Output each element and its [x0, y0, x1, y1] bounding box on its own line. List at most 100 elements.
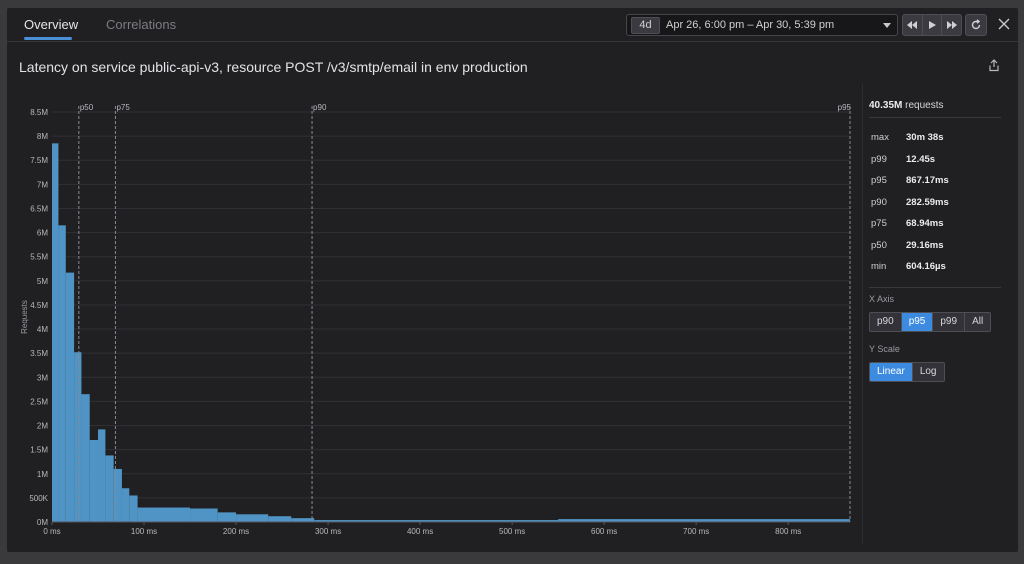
- playback-controls: [902, 14, 962, 36]
- y-tick-label: 1.5M: [30, 446, 48, 455]
- histogram-bar: [121, 488, 130, 522]
- percentile-marker-label: p75: [116, 103, 130, 112]
- y-tick-label: 8M: [37, 132, 48, 141]
- y-tick-label: 1M: [37, 470, 48, 479]
- y-tick-label: 6.5M: [30, 204, 48, 213]
- latency-modal: Overview Correlations 4d Apr 26, 6:00 pm…: [7, 8, 1018, 552]
- x-axis-selector: p90 p95 p99 All: [869, 312, 992, 332]
- stats-sidebar: 40.35M requests max 30m 38s p99 12.45s p…: [862, 84, 1018, 544]
- total-requests-value: 40.35M: [869, 100, 903, 111]
- x-tick-label: 800 ms: [775, 527, 801, 536]
- stat-value-max: 30m 38s: [906, 132, 944, 143]
- chevron-down-icon: [883, 23, 891, 28]
- histogram-bar: [65, 272, 75, 522]
- total-requests: 40.35M requests: [869, 100, 944, 111]
- percentile-marker-label: p95: [838, 103, 852, 112]
- histogram-bar: [291, 518, 315, 522]
- stat-label-p90: p90: [871, 197, 887, 208]
- histogram-bar: [58, 225, 66, 522]
- y-tick-label: 3.5M: [30, 349, 48, 358]
- fast-forward-icon[interactable]: [942, 15, 961, 35]
- histogram-bar: [236, 514, 269, 522]
- y-scale-option-linear[interactable]: Linear: [870, 363, 913, 381]
- stat-value-p95: 867.17ms: [906, 175, 949, 186]
- y-tick-label: 7M: [37, 180, 48, 189]
- tab-correlations[interactable]: Correlations: [106, 17, 177, 32]
- histogram-bar: [217, 512, 237, 522]
- histogram-bar: [129, 495, 138, 522]
- histogram-bar: [137, 507, 191, 522]
- x-axis-option-p95[interactable]: p95: [901, 313, 934, 331]
- x-tick-label: 400 ms: [407, 527, 433, 536]
- histogram-bar: [52, 143, 59, 522]
- divider: [869, 117, 1001, 118]
- histogram-bar: [74, 352, 82, 522]
- stat-label-p75: p75: [871, 218, 887, 229]
- y-axis-label: Requests: [20, 300, 29, 334]
- duration-badge: 4d: [631, 17, 660, 34]
- y-tick-label: 2.5M: [30, 397, 48, 406]
- percentile-marker-label: p90: [313, 103, 327, 112]
- histogram-svg: p50 p75 p90 p95 0M 500K 1M 1.5M 2M 2.5M 3M 3.5M 4M 4…: [20, 103, 852, 536]
- export-icon[interactable]: [988, 59, 1002, 73]
- x-axis-option-p90[interactable]: p90: [870, 313, 902, 331]
- modal-header: Overview Correlations 4d Apr 26, 6:00 pm…: [7, 8, 1018, 42]
- x-tick-label: 500 ms: [499, 527, 525, 536]
- x-tick-label: 200 ms: [223, 527, 249, 536]
- y-tick-label: 0M: [37, 518, 48, 527]
- x-tick-label: 0 ms: [43, 527, 60, 536]
- y-tick-label: 2M: [37, 422, 48, 431]
- x-axis-section-label: X Axis: [869, 294, 895, 304]
- y-tick-label: 4.5M: [30, 301, 48, 310]
- y-scale-section-label: Y Scale: [869, 344, 900, 354]
- stat-value-min: 604.16µs: [906, 261, 946, 272]
- total-requests-label: requests: [905, 100, 944, 111]
- x-tick-label: 600 ms: [591, 527, 617, 536]
- stat-label-min: min: [871, 261, 887, 272]
- time-range-picker[interactable]: 4d Apr 26, 6:00 pm – Apr 30, 5:39 pm: [626, 14, 898, 36]
- active-tab-indicator: [24, 37, 72, 40]
- histogram-bar: [190, 508, 218, 522]
- divider: [869, 287, 1001, 288]
- histogram-bar: [558, 519, 850, 522]
- histogram-bar: [314, 520, 559, 522]
- stat-label-p99: p99: [871, 154, 887, 165]
- x-axis-option-p99[interactable]: p99: [933, 313, 966, 331]
- x-tick-label: 700 ms: [683, 527, 709, 536]
- stat-label-p50: p50: [871, 240, 887, 251]
- refresh-icon[interactable]: [965, 14, 987, 36]
- y-tick-label: 6M: [37, 229, 48, 238]
- tab-overview[interactable]: Overview: [24, 17, 79, 32]
- close-icon[interactable]: [996, 16, 1012, 32]
- y-tick-label: 7.5M: [30, 156, 48, 165]
- stat-label-max: max: [871, 132, 889, 143]
- histogram-bar: [105, 455, 114, 522]
- y-tick-label: 500K: [29, 494, 48, 503]
- percentile-marker-label: p50: [80, 103, 94, 112]
- histogram-bar: [81, 394, 90, 522]
- stat-value-p90: 282.59ms: [906, 197, 949, 208]
- y-scale-selector: Linear Log: [869, 362, 945, 382]
- y-tick-label: 4M: [37, 325, 48, 334]
- x-axis-option-all[interactable]: All: [965, 313, 991, 331]
- stat-label-p95: p95: [871, 175, 887, 186]
- play-icon[interactable]: [923, 15, 943, 35]
- page-title: Latency on service public-api-v3, resour…: [19, 59, 528, 75]
- stat-value-p99: 12.45s: [906, 154, 936, 165]
- latency-histogram: p50 p75 p90 p95 0M 500K 1M 1.5M 2M 2.5M 3M 3.5M 4M 4…: [7, 84, 859, 544]
- stat-value-p50: 29.16ms: [906, 240, 944, 251]
- y-tick-label: 5M: [37, 277, 48, 286]
- y-tick-label: 8.5M: [30, 108, 48, 117]
- histogram-bar: [89, 440, 99, 522]
- x-tick-label: 300 ms: [315, 527, 341, 536]
- rewind-icon[interactable]: [903, 15, 923, 35]
- time-range-text: Apr 26, 6:00 pm – Apr 30, 5:39 pm: [666, 19, 835, 31]
- histogram-bar: [113, 468, 122, 522]
- y-tick-label: 3M: [37, 373, 48, 382]
- stat-value-p75: 68.94ms: [906, 218, 944, 229]
- y-tick-label: 5.5M: [30, 253, 48, 262]
- histogram-bar: [268, 516, 292, 522]
- x-tick-label: 100 ms: [131, 527, 157, 536]
- y-scale-option-log[interactable]: Log: [912, 363, 944, 381]
- histogram-bar: [98, 429, 106, 522]
